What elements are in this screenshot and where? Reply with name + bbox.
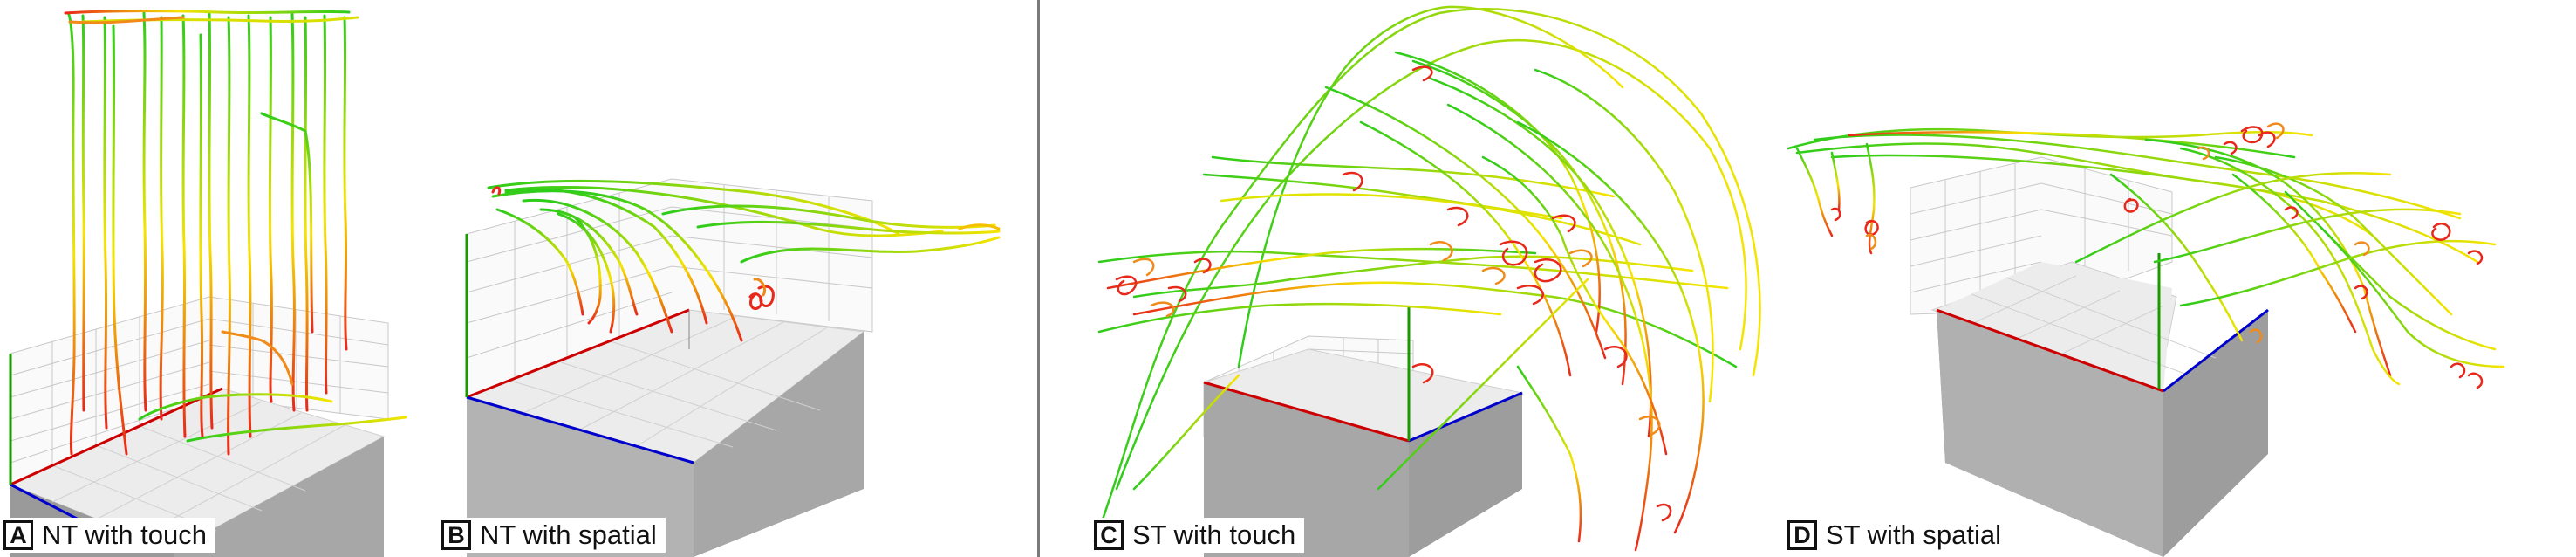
panel-a-letter: A (3, 520, 33, 550)
panel-c-axis-x (1203, 381, 1410, 443)
panel-c-letter: C (1094, 520, 1124, 550)
panel-c-axis-z (1408, 391, 1523, 443)
panel-c-scene (1093, 5, 1761, 557)
panel-a-axis-x (10, 387, 223, 486)
panel-a-axis-z (10, 483, 79, 521)
panel-a-caption: NT with touch (42, 519, 207, 550)
panel-d-trajectories (1787, 122, 2505, 389)
panel-divider (1037, 0, 1040, 557)
panel-d-letter: D (1787, 520, 1817, 550)
panel-d-axis-x (1936, 308, 2164, 393)
panel-d-axis-z (2163, 308, 2269, 393)
panel-d-label: D ST with spatial (1787, 518, 2011, 553)
panel-d-caption: ST with spatial (1826, 519, 2002, 550)
panel-b-axis-x (466, 308, 690, 399)
panel-d-scene (1787, 122, 2505, 557)
panel-c-caption: ST with touch (1132, 519, 1296, 550)
panel-a-box-front (174, 437, 384, 557)
panel-b-trajectories (487, 179, 1001, 342)
panel-b-letter: B (441, 520, 471, 550)
panel-b-label: B NT with spatial (441, 518, 666, 553)
panel-b-caption: NT with spatial (480, 519, 657, 550)
panel-a-scene (9, 10, 407, 557)
panel-c-trajectories (1093, 5, 1761, 552)
panel-b-axis-z (466, 395, 694, 464)
panel-b-scene (465, 178, 1001, 557)
panel-c-label: C ST with touch (1094, 518, 1305, 553)
panel-a-label: A NT with touch (3, 518, 215, 553)
panel-a-trajectories (64, 10, 407, 456)
